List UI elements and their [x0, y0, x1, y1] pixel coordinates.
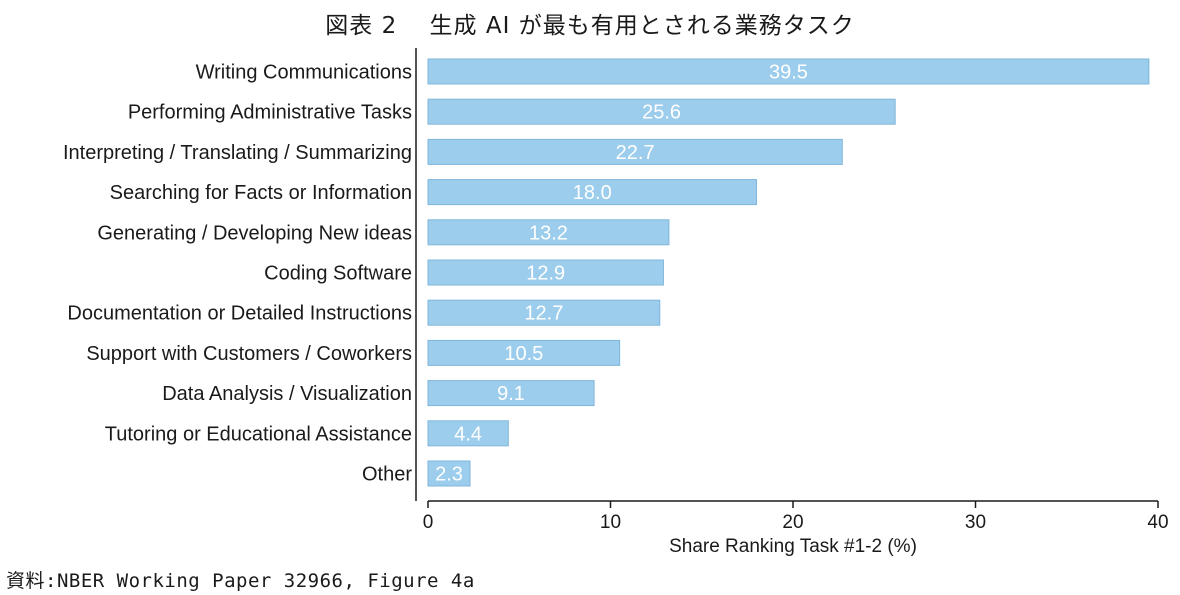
x-tick-label: 10: [600, 512, 621, 533]
bar: [427, 259, 664, 286]
category-label: Performing Administrative Tasks: [128, 102, 412, 124]
x-tick-label: 0: [423, 512, 434, 533]
bar: [427, 420, 509, 447]
value-label: 39.5: [769, 62, 808, 84]
value-label: 13.2: [529, 222, 568, 244]
value-label: 25.6: [642, 102, 681, 124]
value-label: 12.9: [526, 263, 565, 285]
category-label: Generating / Developing New ideas: [97, 222, 412, 244]
category-label: Interpreting / Translating / Summarizing: [63, 142, 412, 164]
category-label: Other: [362, 464, 412, 486]
x-axis-title: Share Ranking Task #1-2 (%): [669, 536, 917, 557]
category-label: Support with Customers / Coworkers: [86, 343, 412, 365]
x-tick-label: 20: [782, 512, 803, 533]
x-tick-label: 30: [965, 512, 986, 533]
value-label: 18.0: [573, 182, 612, 204]
source-note: 資料:NBER Working Paper 32966, Figure 4a: [6, 570, 475, 592]
bars-layer: Writing Communications 39.5 Performing Adm…: [63, 58, 1150, 487]
bar: [427, 179, 757, 206]
bar: [427, 98, 896, 125]
axes-layer: 0 10 20 30 40: [415, 48, 1169, 533]
category-label: Writing Communications: [196, 62, 412, 84]
bar: [427, 339, 621, 366]
category-label: Tutoring or Educational Assistance: [105, 423, 412, 445]
bar: [427, 380, 595, 407]
category-label: Documentation or Detailed Instructions: [67, 303, 412, 325]
value-label: 12.7: [524, 303, 563, 325]
chart-title: 図表 2 生成 AI が最も有用とされる業務タスク: [325, 13, 855, 39]
bar: [427, 58, 1150, 85]
bar: [427, 299, 661, 326]
value-label: 4.4: [454, 423, 482, 445]
category-label: Coding Software: [264, 263, 412, 285]
bar: [427, 138, 843, 165]
value-label: 22.7: [616, 142, 655, 164]
x-tick-label: 40: [1147, 512, 1168, 533]
value-label: 2.3: [435, 464, 463, 486]
bar: [427, 219, 670, 246]
value-label: 9.1: [497, 383, 525, 405]
category-label: Data Analysis / Visualization: [162, 383, 412, 405]
bar: [427, 460, 471, 487]
category-label: Searching for Facts or Information: [110, 182, 412, 204]
value-label: 10.5: [504, 343, 543, 365]
